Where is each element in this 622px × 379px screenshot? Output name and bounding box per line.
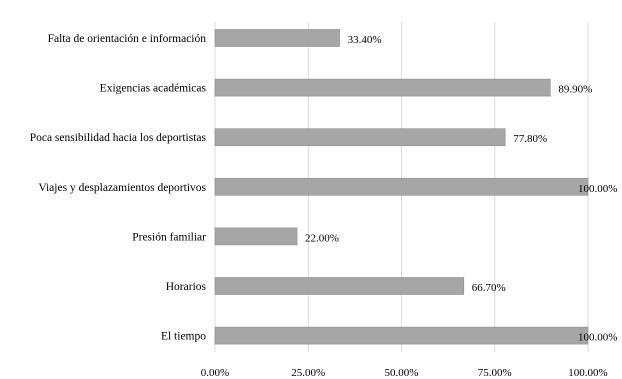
category-label: Presión familiar xyxy=(132,231,206,243)
category-label: Falta de orientación e información xyxy=(48,33,207,45)
data-label: 22.00% xyxy=(305,232,339,244)
x-axis-tick-labels: 0.00% 25.00% 50.00% 75.00% 100.00% xyxy=(201,367,608,379)
x-tick-label: 100.00% xyxy=(568,367,607,379)
bar xyxy=(214,178,589,196)
x-tick-label: 50.00% xyxy=(385,367,419,379)
data-label: 33.40% xyxy=(348,34,382,46)
category-label: Poca sensibilidad hacia los deportistas xyxy=(30,132,207,144)
value-labels: 33.40% 89.90% 77.80% 100.00% 22.00% 66.70% 100… xyxy=(305,34,617,344)
data-label: 89.90% xyxy=(558,84,592,96)
category-label: Viajes y desplazamientos deportivos xyxy=(38,182,206,194)
x-tick-label: 0.00% xyxy=(201,367,229,379)
data-label: 100.00% xyxy=(578,332,617,344)
category-label: Exigencias académicas xyxy=(100,83,207,95)
bar xyxy=(214,128,506,146)
bar xyxy=(214,227,298,246)
x-tick-label: 75.00% xyxy=(478,367,512,379)
bar xyxy=(214,29,340,47)
category-label: El tiempo xyxy=(161,331,206,343)
bar xyxy=(214,326,589,345)
data-label: 77.80% xyxy=(513,133,547,145)
data-label: 100.00% xyxy=(578,183,617,195)
bars-layer xyxy=(214,29,589,345)
data-label: 66.70% xyxy=(472,282,506,294)
bar xyxy=(214,277,465,295)
category-label: Horarios xyxy=(166,281,207,293)
bar xyxy=(214,78,551,97)
x-tick-label: 25.00% xyxy=(291,367,325,379)
category-labels: Falta de orientación e información Exigen… xyxy=(30,33,207,343)
